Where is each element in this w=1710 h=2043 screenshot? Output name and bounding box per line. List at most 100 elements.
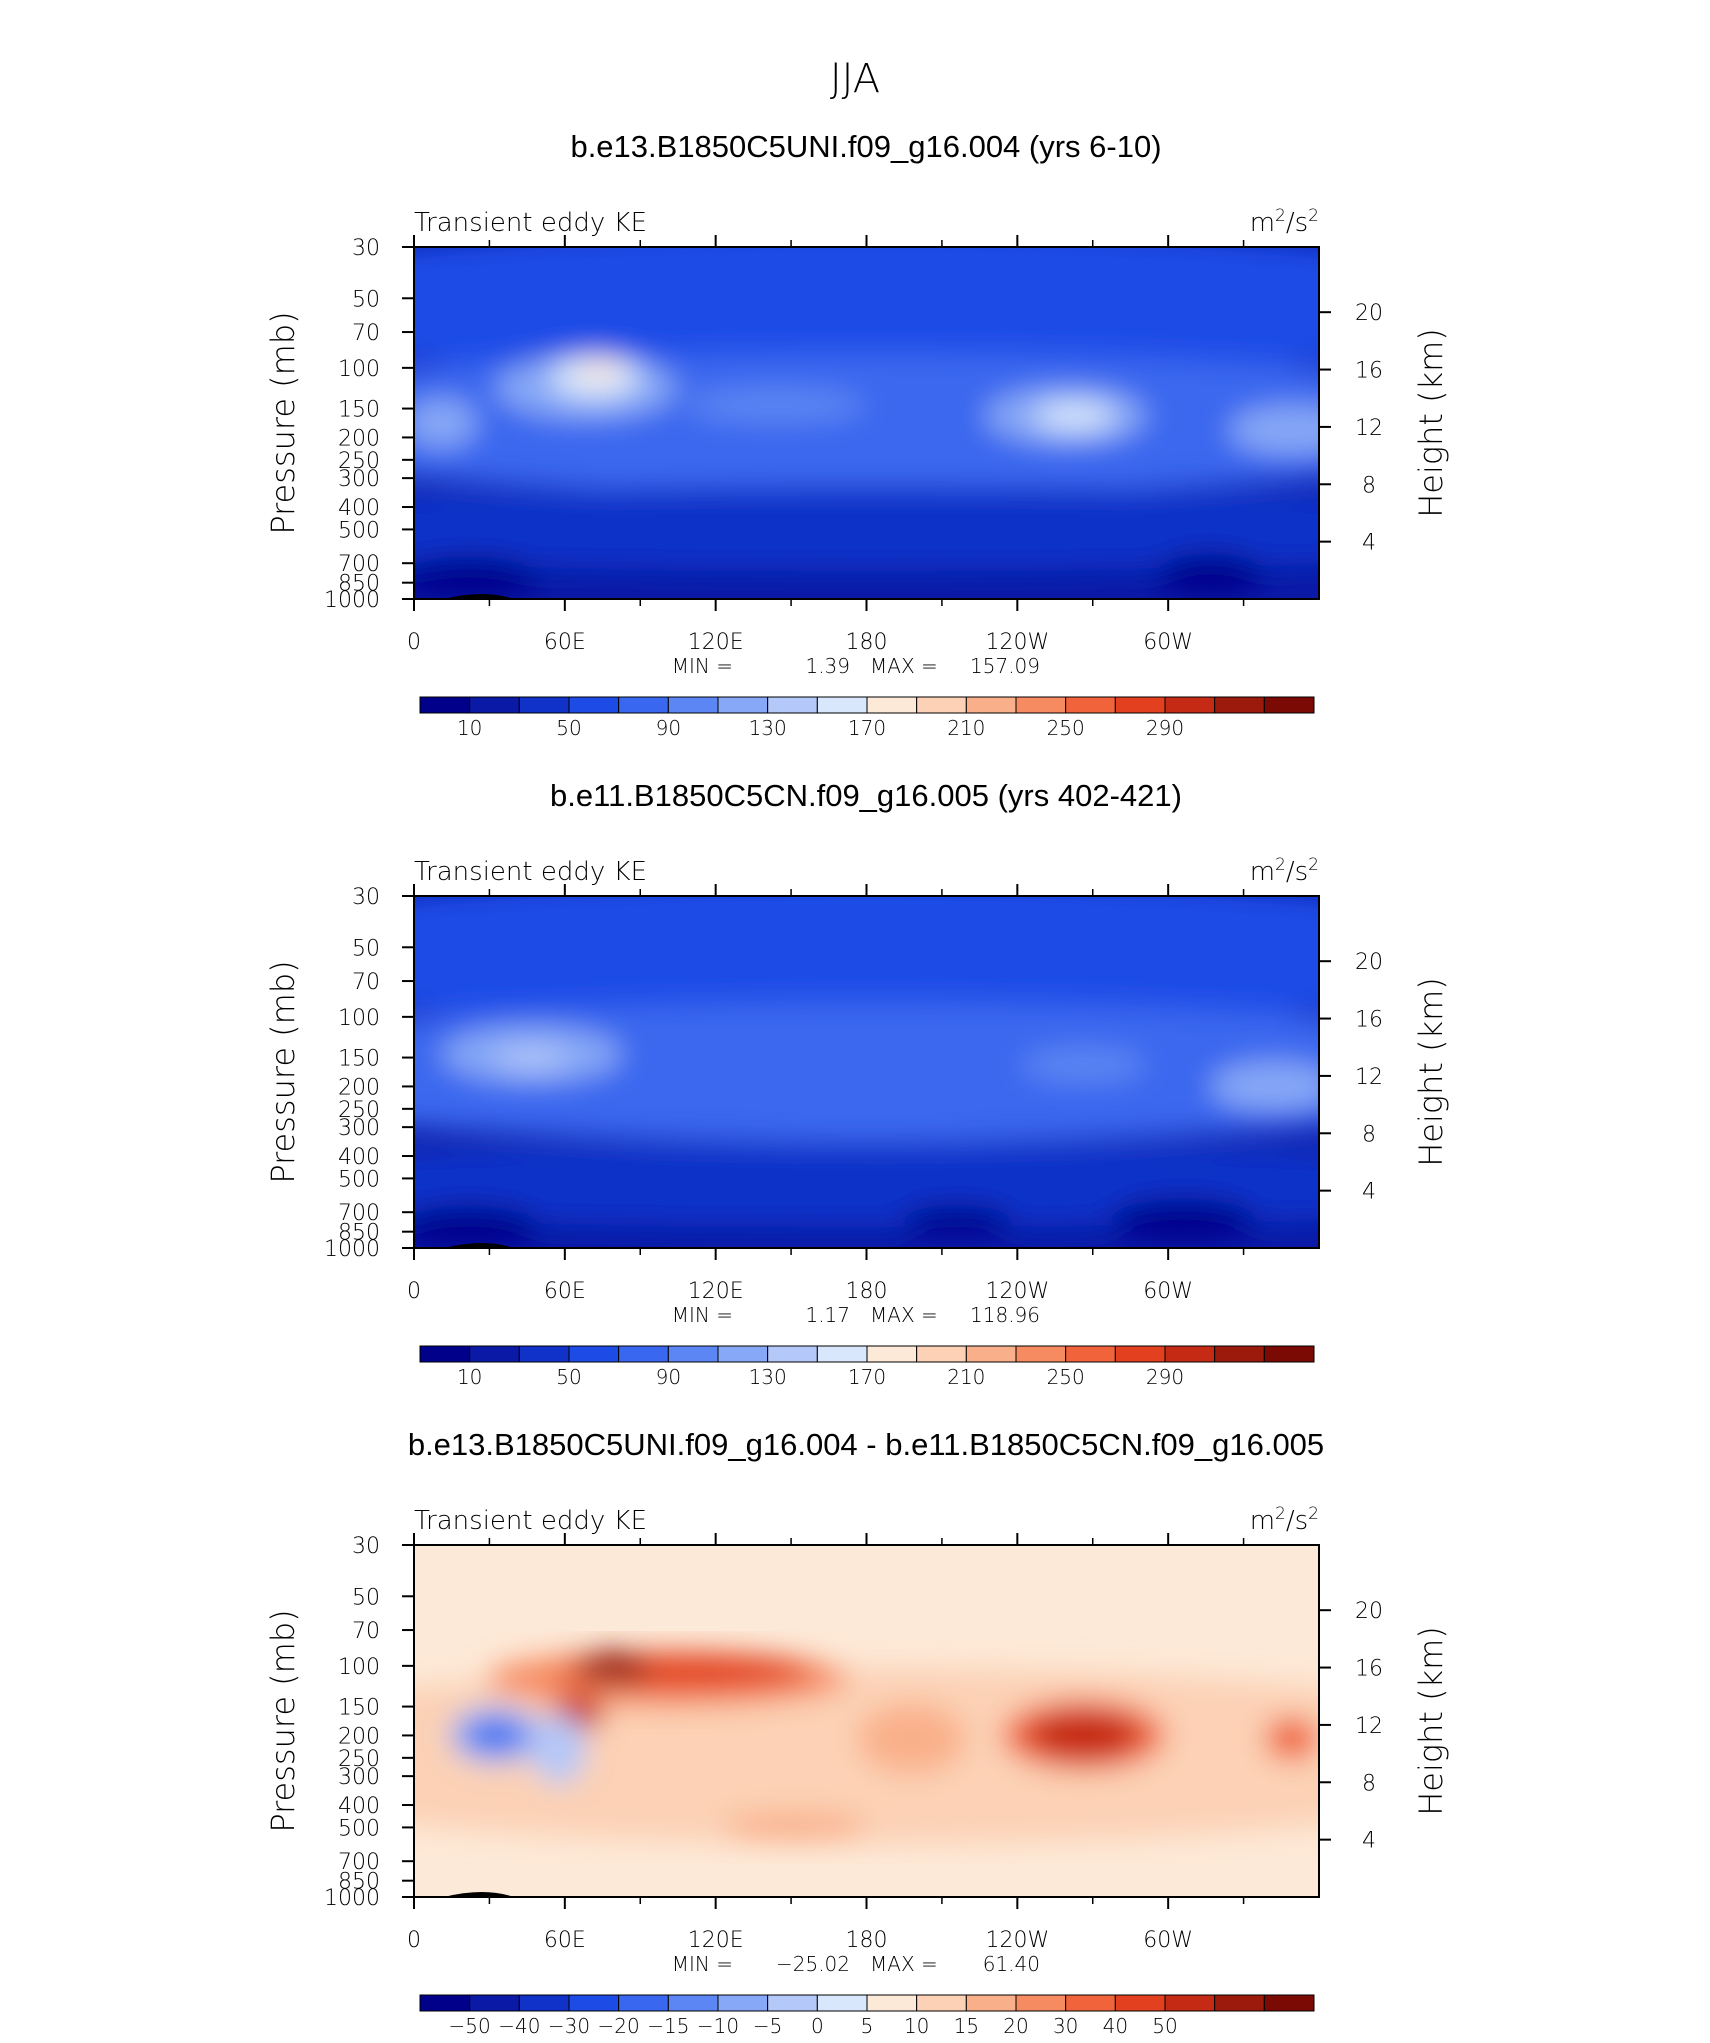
- y2-tick-label: 4: [1362, 1180, 1376, 1205]
- min-value: 1.17: [805, 1303, 850, 1327]
- topography: [444, 1892, 514, 1897]
- y-tick-label: 1000: [324, 1237, 380, 1262]
- colorbar-label: −40: [498, 2014, 540, 2038]
- panel-title: b.e11.B1850C5CN.f09_g16.005 (yrs 402-421…: [550, 778, 1182, 813]
- colorbar-box: [965, 696, 1017, 714]
- colorbar-label: 170: [848, 716, 886, 740]
- colorbar-label: 290: [1146, 1365, 1184, 1389]
- colorbar-box: [1114, 1994, 1166, 2012]
- contour-region: [1264, 1717, 1319, 1760]
- panel-1: b.e13.B1850C5UNI.f09_g16.004 (yrs 6-10) T…: [264, 129, 1450, 740]
- colorbar-box: [1114, 696, 1166, 714]
- colorbar: 10 50 90 130 170 210 250 290: [419, 696, 1315, 740]
- colorbar-label: 30: [1053, 2014, 1078, 2038]
- y-tick-label: 1000: [324, 1886, 380, 1911]
- x-tick-label: 120W: [985, 1928, 1049, 1953]
- colorbar-box: [1065, 1994, 1116, 2012]
- y-tick-label: 1000: [324, 588, 380, 613]
- colorbar-label: 90: [656, 716, 681, 740]
- x-tick-label: 120W: [985, 1279, 1049, 1304]
- y-tick-label: 70: [352, 1619, 380, 1644]
- contour-region: [414, 556, 541, 599]
- y2-tick-label: 8: [1362, 1771, 1376, 1796]
- contour-region: [576, 1650, 650, 1686]
- y-tick-label: 700: [338, 1201, 380, 1226]
- y2-axis-label: Height (km): [1412, 1626, 1450, 1816]
- x-tick-label: 60E: [544, 630, 586, 655]
- min-label: MIN =: [672, 1303, 733, 1327]
- colorbar-box: [1164, 696, 1216, 714]
- colorbar-box: [1263, 696, 1315, 714]
- colorbar-label: 50: [1152, 2014, 1177, 2038]
- x-tick-label: 180: [846, 630, 888, 655]
- y-tick-label: 50: [352, 1585, 380, 1610]
- colorbar-box: [1214, 1994, 1265, 2012]
- y-tick-label: 30: [352, 1534, 380, 1559]
- contour-region: [1033, 401, 1116, 431]
- colorbar-label: 5: [861, 2014, 874, 2038]
- contour-region: [685, 387, 867, 423]
- y-tick-label: 200: [338, 1075, 380, 1100]
- y2-tick-label: 12: [1355, 416, 1383, 441]
- x-tick-label: 180: [846, 1928, 888, 1953]
- colorbar-label: 250: [1047, 1365, 1085, 1389]
- colorbar-label: 10: [457, 716, 482, 740]
- colorbar-box: [816, 696, 868, 714]
- main-title: JJA: [830, 56, 880, 102]
- y-tick-label: 500: [338, 1167, 380, 1192]
- panel-units-label: m2/s2: [1250, 1504, 1319, 1536]
- colorbar-box: [816, 1345, 868, 1363]
- colorbar-label: −5: [753, 2014, 782, 2038]
- colorbar-box: [866, 1994, 918, 2012]
- max-value: 157.09: [970, 654, 1040, 678]
- max-value: 118.96: [970, 1303, 1040, 1327]
- y2-tick-label: 12: [1355, 1714, 1383, 1739]
- colorbar-label: 50: [556, 716, 581, 740]
- colorbar-box: [767, 1345, 818, 1363]
- x-tick-label: 120E: [688, 1279, 744, 1304]
- colorbar-box: [816, 1994, 868, 2012]
- colorbar-box: [1015, 1345, 1067, 1363]
- colorbar-label: 10: [904, 2014, 929, 2038]
- max-label: MAX =: [870, 1952, 938, 1976]
- colorbar-box: [618, 1994, 669, 2012]
- colorbar-label: 170: [848, 1365, 886, 1389]
- colorbar-box: [518, 1345, 570, 1363]
- colorbar-label: 90: [656, 1365, 681, 1389]
- y-tick-label: 200: [338, 426, 380, 451]
- colorbar: 10 50 90 130 170 210 250 290: [419, 1345, 1315, 1389]
- colorbar-label: 130: [749, 1365, 787, 1389]
- colorbar-box: [469, 1345, 520, 1363]
- panel-variable-label: Transient eddy KE: [414, 1506, 647, 1536]
- colorbar-box: [419, 1345, 471, 1363]
- panel-units-label: m2/s2: [1250, 206, 1319, 238]
- contour-region: [414, 247, 1319, 381]
- max-label: MAX =: [870, 654, 938, 678]
- colorbar-box: [1065, 1345, 1116, 1363]
- colorbar-box: [965, 1994, 1017, 2012]
- contour-region: [857, 1703, 967, 1774]
- colorbar-box: [568, 696, 620, 714]
- y-tick-label: 150: [338, 398, 380, 423]
- contour-region: [414, 486, 1319, 571]
- y-tick-label: 250: [338, 449, 380, 474]
- contour-region: [468, 1721, 523, 1750]
- y-tick-label: 70: [352, 321, 380, 346]
- y2-tick-label: 16: [1355, 1008, 1383, 1033]
- x-tick-label: 60W: [1143, 1279, 1193, 1304]
- colorbar-label: 40: [1103, 2014, 1128, 2038]
- colorbar-box: [667, 1345, 719, 1363]
- x-tick-label: 120W: [985, 630, 1049, 655]
- colorbar-box: [568, 1345, 620, 1363]
- y2-tick-label: 20: [1355, 301, 1383, 326]
- colorbar-box: [1164, 1994, 1216, 2012]
- x-tick-label: 60W: [1143, 630, 1193, 655]
- colorbar-label: −20: [598, 2014, 640, 2038]
- colorbar-box: [667, 1994, 719, 2012]
- x-tick-label: 0: [407, 1928, 421, 1953]
- contour-region: [1029, 1710, 1138, 1760]
- contour-region: [531, 1713, 586, 1785]
- y-axis-label: Pressure (mb): [264, 311, 302, 534]
- colorbar-box: [469, 696, 520, 714]
- colorbar-box: [518, 1994, 570, 2012]
